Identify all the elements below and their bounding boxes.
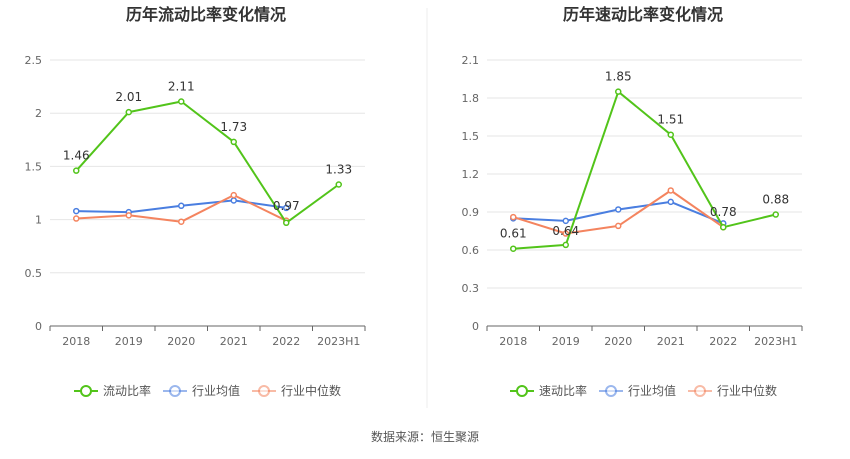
chart-2-x-tick-label: 2018 [499,335,527,348]
chart-2-series-primary-point [720,223,727,231]
chart-2-series-avg-point [615,206,622,213]
chart-1-y-tick-label: 0 [35,320,42,333]
chart-1-data-label: 0.97 [273,199,300,213]
chart-2-series-primary-point [772,211,779,218]
chart-2-y-tick-label: 1.2 [462,168,480,181]
chart-1-series-primary-point [178,98,185,105]
chart-2-y-tick-label: 1.8 [462,92,480,105]
chart-1-x-tick-label: 2023H1 [317,335,360,348]
chart-2-data-label: 0.78 [710,205,737,219]
chart-2-x-tick-label: 2021 [657,335,685,348]
chart-2-y-tick-label: 0.3 [462,282,480,295]
chart-2-data-label: 0.64 [552,224,579,238]
chart-2-y-tick-label: 0.6 [462,244,480,257]
chart-1-y-tick-label: 1 [35,214,42,227]
chart-2-x-tick-label: 2019 [552,335,580,348]
chart-2-series-primary-point [562,241,569,249]
chart-1-series-median-point [178,218,185,225]
chart-1-x-tick-label: 2018 [62,335,90,348]
chart-2-data-label: 0.61 [500,227,527,241]
chart-2-x-tick-label: 2023H1 [754,335,797,348]
chart-1-data-label: 2.01 [115,90,142,104]
chart-1-data-label: 1.33 [325,162,352,176]
chart-2-y-tick-label: 1.5 [462,130,480,143]
chart-1-series-primary-line [75,100,340,224]
chart-2-legend-swatch-marker [516,385,528,397]
chart-1-series-primary-point [283,219,290,227]
chart-1-data-label: 1.46 [63,149,90,163]
chart-2-x-tick-label: 2022 [709,335,737,348]
chart-2-series-median-point [667,187,674,194]
chart-2-y-tick-label: 2.1 [462,54,480,67]
chart-2-legend-swatch-marker [605,385,617,397]
chart-1-y-tick-label: 2.5 [25,54,43,67]
chart-1-series-median-point [230,191,237,199]
chart-1-series-median-point [73,215,80,222]
chart-2-series-avg-point [667,198,674,206]
chart-1-title: 历年流动比率变化情况 [126,5,286,24]
chart-1-series-avg-point [73,207,80,215]
chart-1-legend-label: 行业均值 [192,383,240,398]
chart-2-series-median-point [562,230,569,237]
chart-2-series-avg-point [562,217,569,225]
chart-2-title: 历年速动比率变化情况 [563,5,723,24]
chart-1-series-primary-point [335,181,342,188]
chart-2-series-median-point [510,213,517,221]
chart-1-y-tick-label: 0.5 [25,267,43,280]
chart-1-legend-swatch-marker [169,385,181,397]
chart-2-legend-label: 行业中位数 [717,383,777,398]
chart-1-series-primary-point [73,167,80,174]
chart-1-series-primary-point [125,108,132,116]
chart-2-legend-swatch-marker [694,385,706,397]
chart-2-legend-label: 行业均值 [628,383,676,398]
chart-2-legend-label: 速动比率 [539,383,587,398]
chart-2-y-tick-label: 0 [472,320,479,333]
chart-2-series-primary-point [510,245,517,252]
chart-1-series-avg-point [283,204,290,212]
chart-1-data-label: 2.11 [168,79,195,93]
chart-2-series-primary-point [615,88,622,95]
chart-2-data-label: 0.88 [762,193,789,207]
chart-1-series-primary-point [230,138,237,146]
data-source-note: 数据来源：恒生聚源 [370,430,479,444]
chart-2-y-tick-label: 0.9 [462,206,480,219]
chart-1-y-tick-label: 2 [35,107,42,120]
chart-1-series-median-point [125,212,132,219]
chart-2-series-median-point [615,222,622,230]
chart-1-y-tick-label: 1.5 [25,160,43,173]
chart-1-x-tick-label: 2021 [220,335,248,348]
chart-1-series-avg-point [178,202,185,210]
chart-2-x-tick-label: 2020 [604,335,632,348]
chart-1-data-label: 1.73 [220,120,247,134]
chart-1-series-avg-point [230,197,237,204]
chart-1-x-tick-label: 2020 [167,335,195,348]
charts-canvas: 历年流动比率变化情况 0 0.5 1 1.5 2 2.5 2018 2019 2020 2021 20… [25,5,803,408]
chart-2-data-label: 1.51 [657,113,684,127]
chart-1-x-tick-label: 2019 [115,335,143,348]
chart-2-series-primary-line [513,90,777,250]
chart-2-series-primary-point [667,131,674,138]
chart-1-x-tick-label: 2022 [272,335,300,348]
chart-1-legend-label: 行业中位数 [281,383,341,398]
chart-2-data-label: 1.85 [605,70,632,84]
chart-1-legend-label: 流动比率 [103,383,151,398]
chart-1-legend-swatch-marker [80,385,92,397]
chart-1-legend-swatch-marker [258,385,270,397]
